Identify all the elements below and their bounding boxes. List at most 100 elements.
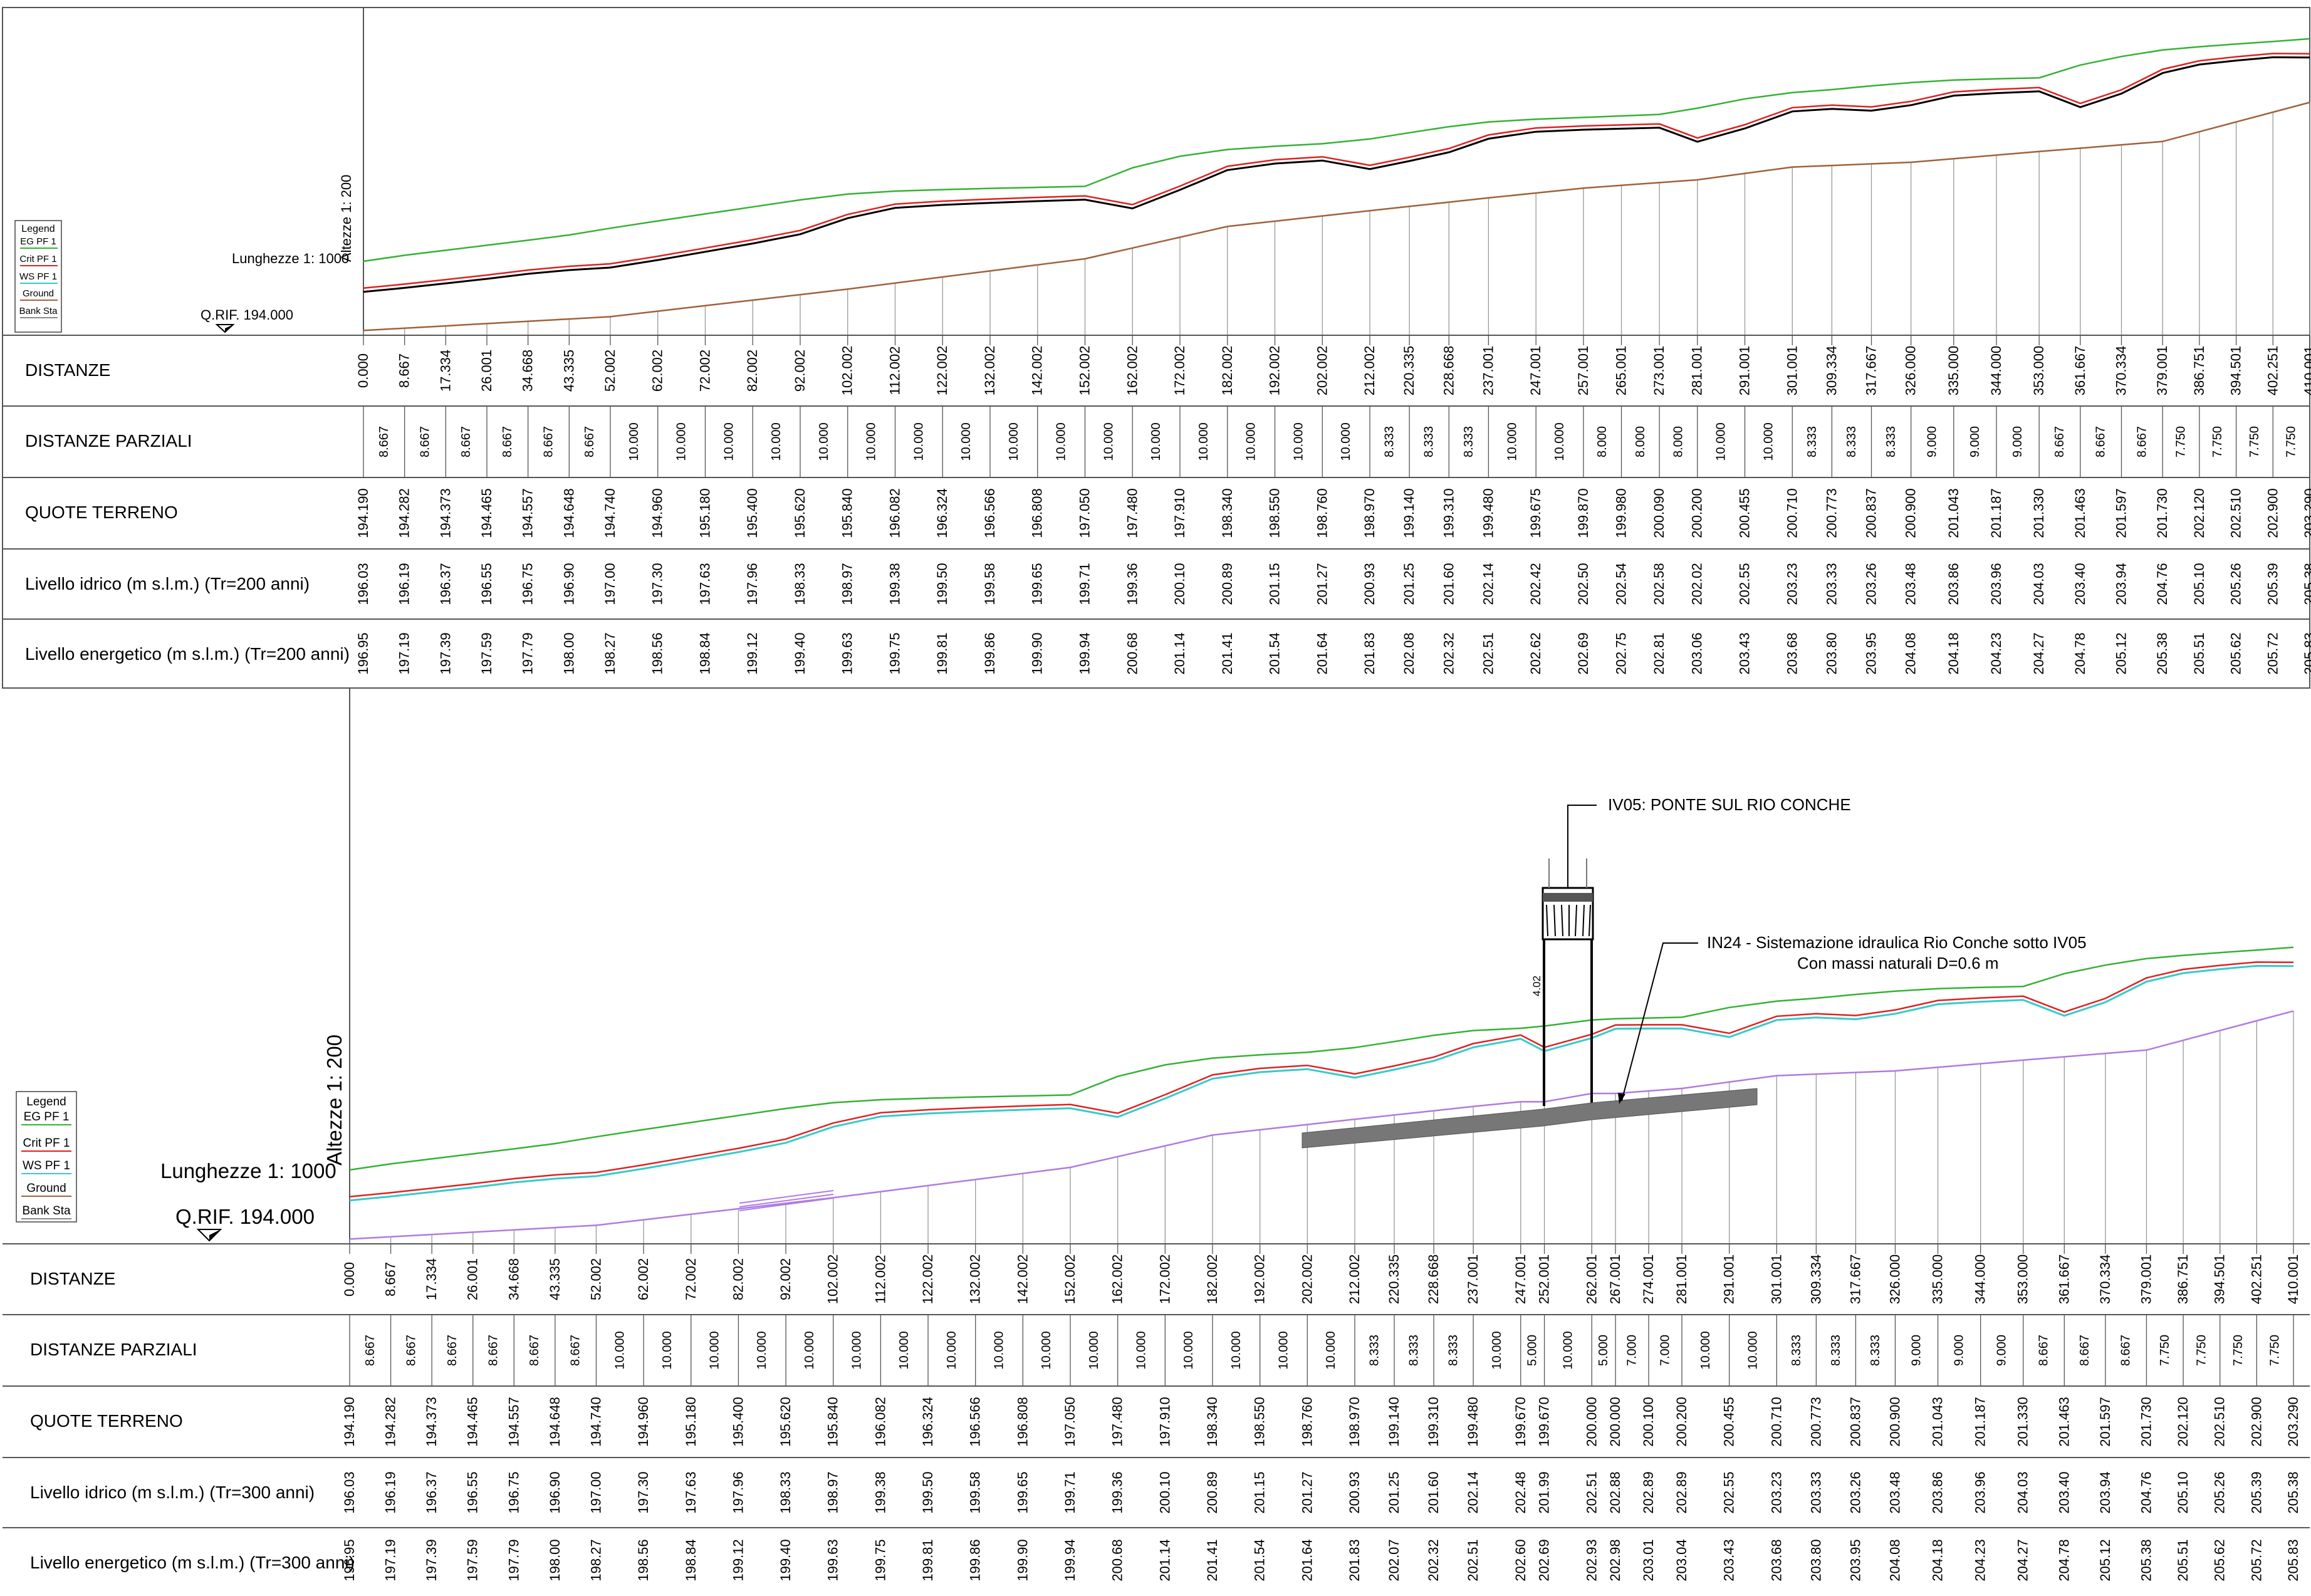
distanza-parziale-label: 8.667: [583, 426, 597, 457]
livello-energetico-label: 205.83: [2302, 632, 2311, 674]
distanza-label: 112.002: [872, 1255, 888, 1304]
livello-energetico-label: 197.19: [383, 1539, 399, 1581]
livello-idrico-label: 196.03: [342, 1471, 357, 1513]
critical-depth-line: [349, 961, 2294, 1198]
distanza-parziale-label: 10.000: [1490, 1331, 1504, 1369]
profile-bottom: Legend EG PF 1 Crit PF 1 WS PF 1 Ground …: [3, 688, 2310, 1582]
livello-energetico-label: 197.59: [479, 632, 494, 674]
distanza-label: 72.002: [683, 1258, 699, 1300]
livello-idrico-label: 204.03: [2015, 1471, 2031, 1513]
distanza-label: 262.001: [1583, 1254, 1599, 1305]
distanza-parziale-label: 10.000: [1276, 1331, 1290, 1369]
bridge-deck-slab: [1543, 893, 1593, 902]
livello-idrico-label: 197.00: [588, 1471, 603, 1513]
livello-energetico-label: 202.98: [1607, 1539, 1623, 1581]
distanza-parziale-label: 10.000: [1339, 422, 1353, 461]
distanza-parziale-label: 10.000: [1055, 422, 1068, 461]
distanza-parziale-label: 10.000: [1149, 422, 1163, 461]
quota-terreno-label: 198.550: [1252, 1397, 1268, 1447]
livello-energetico-label: 204.27: [2031, 632, 2047, 674]
quota-terreno-label: 194.557: [520, 488, 536, 538]
distanza-parziale-label: 7.000: [1659, 1335, 1672, 1366]
livello-idrico-label: 201.25: [1401, 563, 1417, 605]
distanza-parziale-label: 5.000: [1526, 1335, 1540, 1366]
quota-terreno-label: 201.043: [1946, 488, 1961, 538]
livello-idrico-label: 203.94: [2097, 1471, 2113, 1513]
livello-idrico-label: 199.38: [887, 563, 902, 605]
riverbed-works-in24: IN24 - Sistemazione idraulica Rio Conche…: [1302, 933, 2087, 1149]
quota-terreno-label: 198.970: [1362, 488, 1377, 538]
quota-terreno-label: 194.465: [465, 1397, 481, 1447]
distanza-label: 142.002: [1015, 1254, 1030, 1305]
livello-energetico-label: 201.83: [1362, 632, 1377, 674]
legend-top-eg: EG PF 1: [20, 236, 56, 247]
livello-energetico-label: 202.60: [1513, 1539, 1528, 1581]
livello-energetico-label: 197.59: [465, 1539, 481, 1581]
livello-energetico-label: 205.38: [2154, 632, 2170, 674]
livello-idrico-label: 196.75: [520, 563, 536, 605]
quota-terreno-label: 200.000: [1607, 1397, 1623, 1447]
riverbed-works-block: [1302, 1088, 1758, 1149]
distanza-label: 162.002: [1110, 1254, 1125, 1305]
livello-energetico-label: 201.14: [1157, 1539, 1172, 1581]
distanza-label: 291.001: [1721, 1254, 1737, 1305]
livello-energetico-label: 203.80: [1808, 1539, 1823, 1581]
livello-energetico-label: 203.68: [1768, 1539, 1784, 1581]
livello-energetico-label: 204.27: [2015, 1539, 2031, 1581]
distanza-parziale-label: 10.000: [627, 422, 641, 461]
livello-idrico-label: 196.37: [424, 1471, 439, 1513]
distanza-label: 132.002: [968, 1254, 983, 1305]
quota-terreno-label: 194.373: [437, 488, 453, 538]
distanza-label: 394.501: [2212, 1254, 2228, 1305]
distanza-parziale-label: 8.667: [418, 426, 432, 457]
bottom-scale-vertical: Altezze 1: 200: [323, 1035, 346, 1166]
livello-idrico-label: 203.23: [1784, 563, 1800, 605]
quota-terreno-label: 194.740: [588, 1397, 603, 1447]
legend-top-crit: Crit PF 1: [19, 254, 56, 264]
bridge-clearance-label: 4.02: [1531, 976, 1543, 996]
quota-terreno-label: 201.463: [2072, 488, 2088, 538]
energy-grade-line: [349, 946, 2294, 1171]
livello-energetico-label: 199.40: [778, 1539, 793, 1581]
top-reference-marker-fill: [225, 325, 233, 332]
profile-top-table-values: 0.000 194.190 196.03 196.95 8.667 194.282 196.…: [355, 335, 2311, 675]
bottom-reference-elevation: Q.RIF. 194.000: [175, 1205, 315, 1228]
livello-energetico-label: 205.62: [2228, 632, 2244, 674]
bottom-row-label-energetico: Livello energetico (m s.l.m.) (Tr=300 an…: [30, 1553, 355, 1572]
distanza-parziale-label: 8.667: [459, 426, 473, 457]
quota-terreno-label: 196.808: [1030, 488, 1045, 538]
quota-terreno-label: 197.050: [1077, 488, 1093, 538]
riverbed-works-arrow: [1618, 1093, 1625, 1104]
livello-idrico-label: 203.23: [1768, 1471, 1784, 1513]
livello-energetico-label: 196.95: [355, 632, 371, 674]
quota-terreno-label: 197.480: [1110, 1397, 1125, 1447]
distanza-parziale-label: 10.000: [708, 1331, 722, 1369]
quota-terreno-label: 196.324: [920, 1397, 936, 1447]
riverbed-works-label-1: IN24 - Sistemazione idraulica Rio Conche…: [1707, 933, 2087, 952]
quota-terreno-label: 195.400: [744, 488, 760, 538]
distanza-parziale-label: 8.000: [1671, 426, 1685, 457]
livello-idrico-label: 203.94: [2113, 563, 2129, 605]
distanza-parziale-label: 8.667: [501, 426, 514, 457]
livello-energetico-label: 203.43: [1721, 1539, 1737, 1581]
livello-idrico-label: 202.54: [1614, 563, 1629, 605]
distanza-parziale-label: 8.333: [1829, 1335, 1843, 1366]
bottom-row-label-parziali: DISTANZE PARZIALI: [30, 1340, 197, 1359]
quota-terreno-label: 202.900: [2248, 1397, 2264, 1447]
distanza-parziale-label: 8.667: [541, 426, 555, 457]
quota-terreno-label: 197.910: [1157, 1397, 1172, 1447]
livello-energetico-label: 205.83: [2285, 1539, 2301, 1581]
distanza-parziale-label: 10.000: [993, 1331, 1006, 1369]
legend-bottom-title: Legend: [26, 1095, 66, 1108]
distanza-parziale-label: 8.667: [487, 1335, 501, 1366]
distanza-parziale-label: 8.667: [2078, 1335, 2092, 1366]
distanza-label: 152.002: [1062, 1254, 1078, 1305]
livello-energetico-label: 204.23: [1973, 1539, 1988, 1581]
distanza-parziale-label: 10.000: [722, 422, 736, 461]
quota-terreno-label: 198.550: [1267, 488, 1283, 538]
quota-terreno-label: 200.000: [1583, 1397, 1599, 1447]
distanza-label: 82.002: [744, 350, 760, 392]
bottom-row-label-quote: QUOTE TERRENO: [30, 1411, 183, 1431]
distanza-parziale-label: 10.000: [1182, 1331, 1196, 1369]
livello-idrico-label: 201.25: [1386, 1471, 1402, 1513]
